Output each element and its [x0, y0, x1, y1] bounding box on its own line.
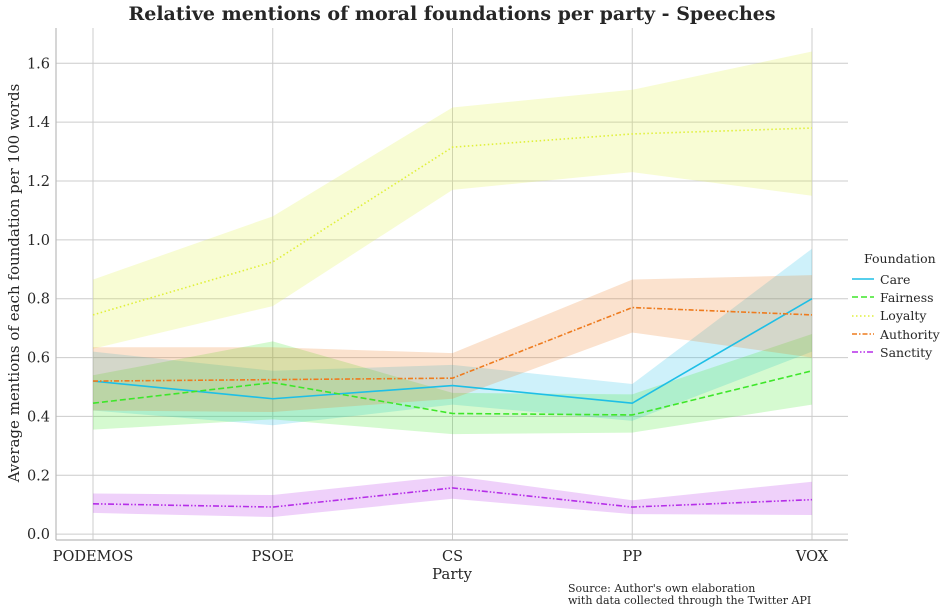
x-tick-label: PP	[622, 549, 642, 565]
legend-item-sanctity: Sanctity	[852, 343, 940, 361]
band-fairness	[93, 334, 812, 435]
band-loyalty	[93, 51, 812, 349]
y-tick-label: 1.0	[27, 233, 50, 249]
band-authority	[93, 275, 812, 412]
grid-lines	[56, 28, 848, 540]
legend-label: Loyalty	[880, 308, 927, 324]
legend-label: Fairness	[880, 289, 934, 305]
band-care	[93, 248, 812, 426]
legend-items: Care Fairness Loyalty Authority Sanctity	[852, 270, 940, 361]
source-line-2: with data collected through the Twitter …	[568, 594, 812, 607]
legend-swatch	[852, 314, 874, 317]
x-tick-label: VOX	[795, 549, 829, 565]
series-lines	[92, 127, 813, 508]
y-tick-label: 1.4	[27, 115, 50, 131]
legend-swatch	[852, 333, 874, 335]
legend-swatch	[852, 278, 874, 280]
x-axis-label: Party	[431, 565, 473, 583]
legend-label: Sanctity	[880, 344, 933, 360]
chart-title: Relative mentions of moral foundations p…	[128, 3, 776, 25]
x-tick-label: CS	[442, 549, 463, 565]
legend-label: Care	[880, 271, 911, 287]
y-tick-label: 0.0	[27, 527, 50, 543]
legend-title: Foundation	[864, 251, 936, 266]
legend-item-fairness: Fairness	[852, 288, 940, 306]
line-care	[92, 298, 813, 404]
legend-item-authority: Authority	[852, 325, 940, 343]
line-loyalty	[92, 127, 813, 316]
x-tick-labels: PODEMOS PSOE CS PP VOX	[53, 549, 829, 565]
source-note: Source: Author's own elaboration with da…	[568, 583, 811, 607]
y-tick-label: 0.2	[27, 468, 50, 484]
line-authority	[92, 306, 813, 382]
legend-item-care: Care	[852, 270, 940, 288]
y-tick-label: 0.4	[27, 409, 50, 425]
y-axis-label: Average mentions of each foundation per …	[5, 83, 23, 483]
legend-swatch	[852, 351, 874, 354]
x-tick-label: PSOE	[252, 549, 294, 565]
y-tick-label: 0.6	[27, 351, 50, 367]
y-tick-label: 0.8	[27, 292, 50, 308]
line-fairness	[92, 370, 813, 416]
source-line-1: Source: Author's own elaboration	[568, 582, 756, 595]
legend-swatch	[852, 296, 874, 299]
line-sanctity	[92, 487, 813, 508]
legend-item-loyalty: Loyalty	[852, 307, 940, 325]
y-tick-label: 1.2	[27, 174, 50, 190]
axes	[55, 28, 848, 541]
y-tick-label: 1.6	[27, 56, 50, 72]
legend-label: Authority	[880, 326, 940, 342]
legend: Foundation Care Fairness Loyalty Authority S…	[852, 251, 940, 361]
x-tick-label: PODEMOS	[53, 549, 134, 565]
y-tick-labels: 0.0 0.2 0.4 0.6 0.8 1.0 1.2 1.4 1.6	[27, 56, 50, 543]
